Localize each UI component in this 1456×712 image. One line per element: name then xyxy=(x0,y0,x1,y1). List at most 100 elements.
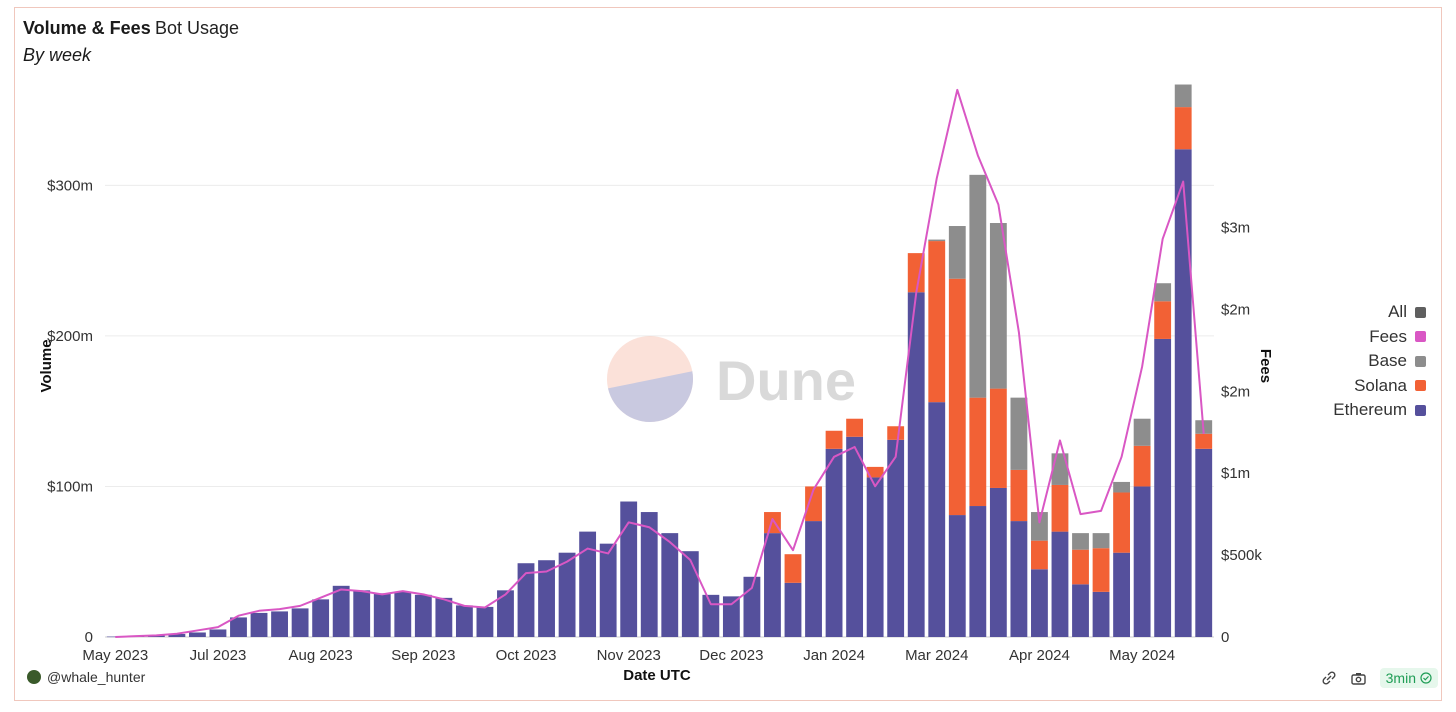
bar-ethereum xyxy=(394,591,412,637)
bar-ethereum xyxy=(887,439,905,637)
legend-label-fees: Fees xyxy=(1369,326,1407,346)
bar-ethereum xyxy=(1092,591,1110,637)
legend-item-ethereum[interactable]: Ethereum xyxy=(1333,398,1426,423)
bar-solana xyxy=(825,430,843,449)
bar-base xyxy=(1174,84,1192,108)
bar-ethereum xyxy=(969,506,987,637)
bar-base xyxy=(928,239,946,242)
bar-solana xyxy=(1051,484,1069,532)
bar-base xyxy=(969,174,987,398)
legend-swatch-ethereum xyxy=(1415,404,1426,416)
refresh-label: 3min xyxy=(1385,670,1416,686)
bar-ethereum xyxy=(1051,531,1069,637)
y-tick-label: $100m xyxy=(47,478,93,495)
bar-solana xyxy=(887,426,905,440)
embed-icon[interactable] xyxy=(1320,669,1338,687)
bar-solana xyxy=(907,253,925,293)
bar-solana xyxy=(1031,540,1048,570)
legend-item-base[interactable]: Base xyxy=(1333,349,1426,374)
x-tick-label: May 2024 xyxy=(1109,647,1175,664)
bar-solana xyxy=(928,241,946,403)
bar-ethereum xyxy=(661,533,679,637)
bar-ethereum xyxy=(805,521,822,637)
bar-solana xyxy=(784,554,802,583)
bar-ethereum xyxy=(312,599,330,637)
x-tick-label: Apr 2024 xyxy=(1009,647,1070,664)
dune-logo-icon xyxy=(607,336,693,422)
bar-solana xyxy=(1154,301,1172,339)
avatar xyxy=(27,670,41,684)
bar-ethereum xyxy=(702,594,720,637)
bar-ethereum xyxy=(928,402,946,637)
bar-ethereum xyxy=(784,582,802,637)
bar-solana xyxy=(948,278,966,516)
bar-ethereum xyxy=(579,531,597,637)
author[interactable]: @whale_hunter xyxy=(27,669,145,685)
dune-logo-shade xyxy=(608,371,693,422)
bar-ethereum xyxy=(497,590,514,637)
x-tick-label: Jul 2023 xyxy=(190,647,247,664)
y-axis-title: Volume xyxy=(38,339,55,392)
x-tick-label: Mar 2024 xyxy=(905,647,968,664)
bar-ethereum xyxy=(599,543,617,637)
y-tick-label: $200m xyxy=(47,328,93,345)
bar-ethereum xyxy=(188,632,206,637)
refresh-badge[interactable]: 3min xyxy=(1379,668,1438,688)
y2-tick-label: $2m xyxy=(1221,301,1250,318)
bar-solana xyxy=(805,486,822,522)
bar-base xyxy=(989,223,1007,389)
camera-icon[interactable] xyxy=(1350,669,1368,687)
y2-axis-title: Fees xyxy=(1257,349,1274,383)
legend-item-solana[interactable]: Solana xyxy=(1333,374,1426,399)
bar-ethereum xyxy=(1072,584,1089,637)
bar-ethereum xyxy=(271,611,288,637)
tab-bot-usage[interactable]: Bot Usage xyxy=(155,18,240,38)
y2-tick-label: $3m xyxy=(1221,219,1250,236)
x-tick-label: Jan 2024 xyxy=(803,647,865,664)
bar-ethereum xyxy=(1031,569,1048,637)
bar-ethereum xyxy=(640,512,658,637)
check-circle-icon xyxy=(1420,672,1432,684)
dune-watermark: Dune xyxy=(607,336,856,422)
bar-solana xyxy=(1133,445,1151,487)
bar-ethereum xyxy=(846,436,864,637)
bar-ethereum xyxy=(681,551,699,637)
bar-ethereum xyxy=(989,487,1007,637)
bar-solana xyxy=(1092,548,1110,592)
bar-ethereum xyxy=(1133,486,1151,637)
chart-title: Volume & Fees xyxy=(23,18,151,38)
legend-item-fees[interactable]: Fees xyxy=(1333,325,1426,350)
bar-ethereum xyxy=(764,533,781,637)
fees-line xyxy=(115,88,1205,638)
footer-actions: 3min xyxy=(1320,668,1438,688)
bar-base xyxy=(1113,481,1131,493)
bar-ethereum xyxy=(373,593,391,637)
bar-ethereum xyxy=(517,563,535,637)
bar-ethereum xyxy=(866,477,884,637)
legend-label-solana: Solana xyxy=(1354,375,1407,395)
bar-ethereum xyxy=(476,606,494,637)
bar-ethereum xyxy=(332,585,350,637)
bar-base xyxy=(1072,533,1089,550)
bar-solana xyxy=(866,466,884,478)
bar-ethereum xyxy=(168,633,186,637)
x-tick-label: Aug 2023 xyxy=(289,647,353,664)
bar-ethereum xyxy=(230,617,247,637)
x-tick-label: Oct 2023 xyxy=(496,647,557,664)
bar-base xyxy=(1031,512,1048,541)
legend-item-all[interactable]: All xyxy=(1333,300,1426,325)
legend-swatch-solana xyxy=(1415,380,1426,392)
bar-ethereum xyxy=(722,596,740,637)
bar-solana xyxy=(969,397,987,507)
y-tick-label: $300m xyxy=(47,177,93,194)
bar-ethereum xyxy=(538,560,555,637)
y2-tick-label: $500k xyxy=(1221,547,1262,564)
bar-ethereum xyxy=(825,448,843,637)
y2-tick-label: $2m xyxy=(1221,383,1250,400)
watermark-text: Dune xyxy=(716,349,856,412)
chart-subtitle: By week xyxy=(23,45,92,65)
bar-ethereum xyxy=(1195,448,1213,637)
bar-ethereum xyxy=(1113,552,1131,637)
y2-tick-label: $1m xyxy=(1221,465,1250,482)
